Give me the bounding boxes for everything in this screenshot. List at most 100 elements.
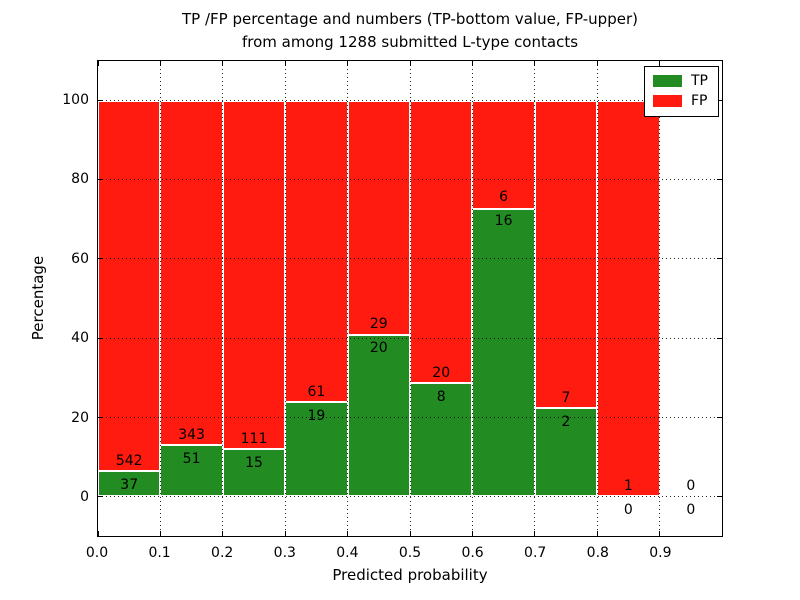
x-tick-label: 0.1: [148, 545, 171, 561]
tp-bar-segment: [534, 408, 598, 497]
tp-count-label: 20: [369, 340, 388, 356]
v-gridline: [284, 61, 286, 536]
fp-count-label: 61: [307, 383, 326, 400]
tp-bar-segment: [472, 208, 535, 497]
fp-count-label: 29: [369, 316, 388, 332]
y-tick-mark: [717, 416, 722, 418]
x-tick-label: 0.4: [336, 545, 359, 561]
legend: TP FP: [644, 66, 719, 117]
v-gridline: [409, 61, 411, 536]
fp-count-label: 20: [432, 364, 451, 381]
y-tick-mark: [717, 495, 722, 497]
y-tick-mark: [98, 258, 103, 260]
y-tick-label: 0: [80, 489, 89, 506]
y-tick-label: 60: [71, 250, 89, 267]
x-tick-mark: [222, 531, 224, 536]
tp-bar-segment: [347, 334, 410, 497]
x-tick-mark: [284, 61, 286, 66]
x-tick-label: 0.5: [398, 545, 422, 561]
x-tick-mark: [471, 61, 473, 66]
tp-bar-segment: [410, 383, 473, 497]
x-tick-mark: [97, 61, 99, 66]
x-tick-label: 0.3: [273, 545, 296, 561]
fp-count-label: 0: [686, 478, 696, 495]
x-tick-mark: [596, 61, 598, 66]
tp-bar-segment: [98, 471, 161, 497]
fp-bar-segment: [597, 100, 660, 497]
chart-title: TP /FP percentage and numbers (TP-bottom…: [97, 8, 723, 54]
x-tick-label: 0.0: [85, 545, 109, 561]
fp-bar-segment: [410, 100, 473, 384]
fp-bar-segment: [160, 100, 223, 446]
x-tick-mark: [409, 61, 411, 66]
x-tick-label: 0.8: [586, 545, 609, 561]
x-tick-mark: [97, 531, 99, 536]
v-gridline: [471, 61, 473, 536]
fp-count-label: 343: [178, 426, 205, 443]
tp-count-label: 8: [436, 388, 446, 405]
x-tick-mark: [159, 531, 161, 536]
y-tick-label: 100: [62, 91, 89, 108]
tp-legend-swatch: [653, 75, 682, 87]
x-tick-label: 0.7: [524, 545, 547, 561]
tp-count-label: 2: [561, 413, 571, 430]
v-gridline: [596, 61, 598, 536]
x-tick-mark: [347, 531, 349, 536]
fp-count-label: 111: [240, 430, 268, 447]
v-gridline: [534, 61, 536, 536]
y-tick-mark: [98, 179, 103, 181]
legend-entry-fp: FP: [645, 91, 718, 111]
x-tick-mark: [347, 61, 349, 66]
tp-count-label: 19: [307, 407, 326, 424]
v-gridline: [659, 61, 661, 536]
x-tick-mark: [284, 531, 286, 536]
fp-count-label: 6: [499, 189, 509, 206]
y-tick-mark: [98, 495, 103, 497]
tp-count-label: 0: [686, 502, 696, 519]
y-tick-mark: [98, 100, 103, 102]
tp-count-label: 0: [623, 502, 633, 519]
y-tick-label: 20: [71, 409, 89, 426]
tp-count-label: 37: [120, 476, 139, 493]
y-tick-mark: [98, 337, 103, 339]
tp-bar-segment: [160, 445, 223, 497]
chart-title-line2: from among 1288 submitted L-type contact…: [241, 33, 579, 51]
y-tick-mark: [717, 179, 722, 181]
x-tick-label: 0.2: [211, 545, 234, 561]
x-tick-mark: [159, 61, 161, 66]
x-tick-mark: [222, 61, 224, 66]
fp-bar-segment: [347, 100, 410, 335]
v-gridline: [347, 61, 349, 536]
x-tick-mark: [659, 61, 661, 66]
legend-label: FP: [691, 93, 708, 109]
x-tick-mark: [596, 531, 598, 536]
tp-bar-segment: [285, 402, 348, 497]
fp-bar-segment: [285, 100, 348, 403]
fp-bar-segment: [98, 100, 161, 472]
x-tick-label: 0.6: [461, 545, 484, 561]
y-tick-label: 40: [71, 330, 89, 347]
v-gridline: [222, 61, 224, 536]
x-tick-mark: [534, 531, 536, 536]
fp-legend-swatch: [653, 95, 682, 107]
chart-title-line1: TP /FP percentage and numbers (TP-bottom…: [182, 10, 638, 28]
x-tick-label: 0.9: [649, 545, 672, 561]
x-tick-mark: [471, 531, 473, 536]
y-tick-label: 80: [71, 171, 89, 188]
fp-bar-segment: [534, 100, 598, 409]
legend-entry-tp: TP: [645, 71, 718, 91]
tp-count-label: 51: [182, 450, 201, 467]
tp-count-label: 16: [494, 213, 513, 230]
y-tick-mark: [717, 100, 722, 102]
legend-label: TP: [691, 73, 708, 89]
tp-bar-segment: [222, 449, 286, 497]
fp-count-label: 542: [115, 452, 143, 469]
tp-count-label: 15: [245, 454, 263, 471]
y-tick-mark: [717, 337, 722, 339]
fp-count-label: 7: [561, 389, 571, 406]
fp-count-label: 1: [623, 478, 633, 495]
x-axis-label: Predicted probability: [332, 566, 488, 584]
y-tick-mark: [717, 258, 722, 260]
v-gridline: [159, 61, 161, 536]
